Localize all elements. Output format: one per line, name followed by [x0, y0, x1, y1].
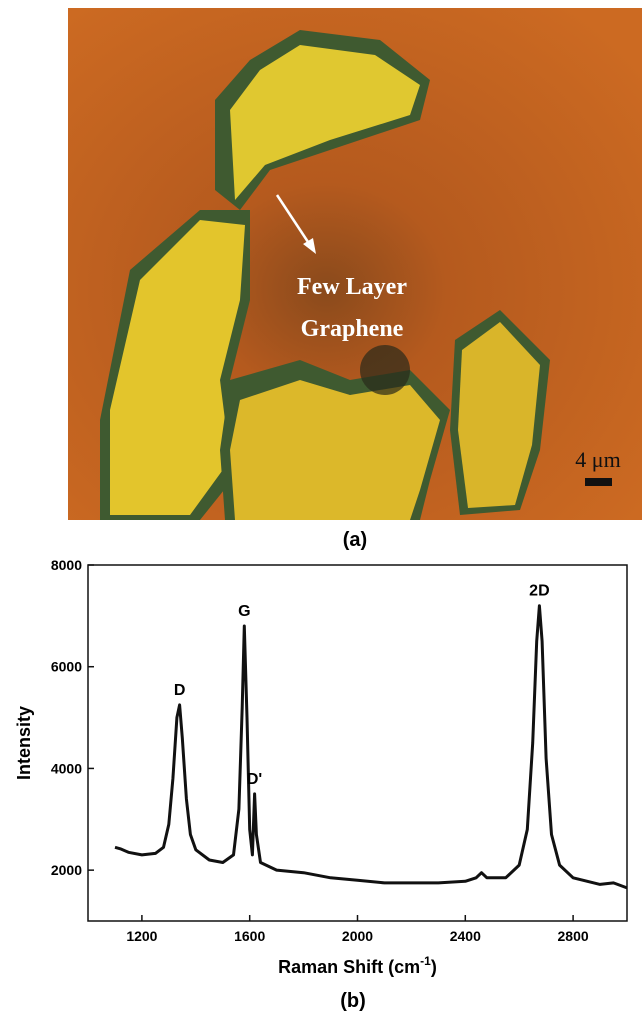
- annotation: Graphene: [301, 316, 404, 342]
- annotation: Few Layer: [297, 274, 407, 300]
- peak-label: D: [174, 682, 186, 699]
- peak-label: G: [238, 603, 250, 620]
- x-tick-label: 1600: [234, 928, 265, 944]
- x-tick-label: 1200: [126, 928, 157, 944]
- peak-label: D': [247, 771, 262, 788]
- panel-label: (b): [340, 990, 366, 1012]
- x-axis-label-part: Raman Shift (cm: [278, 957, 420, 977]
- figure: Few Layer Graphene 4 μm (a) 2000 4000 6000…: [0, 0, 642, 1017]
- y-tick-label: 2000: [51, 862, 82, 878]
- scale-bar-label: 4 μm: [575, 447, 620, 472]
- y-tick-label: 6000: [51, 659, 82, 675]
- micrograph: Few Layer Graphene 4 μm: [68, 8, 642, 520]
- y-axis-label: Intensity: [14, 706, 34, 780]
- y-tick-label: 8000: [51, 557, 82, 573]
- x-axis-label: Raman Shift (cm-1): [278, 954, 437, 977]
- panel-label: (a): [343, 529, 367, 551]
- y-tick-label: 4000: [51, 760, 82, 776]
- x-tick-label: 2800: [558, 928, 589, 944]
- x-axis-label-part: -1: [420, 954, 431, 968]
- x-tick-label: 2400: [450, 928, 481, 944]
- peak-label: 2D: [529, 583, 549, 600]
- spectrum-line: [115, 606, 627, 888]
- x-tick-label: 2000: [342, 928, 373, 944]
- x-axis-label-part: ): [431, 957, 437, 977]
- chart: 2000 4000 6000 8000 1200 1600 2000 2400 2800 Inte…: [14, 557, 627, 1012]
